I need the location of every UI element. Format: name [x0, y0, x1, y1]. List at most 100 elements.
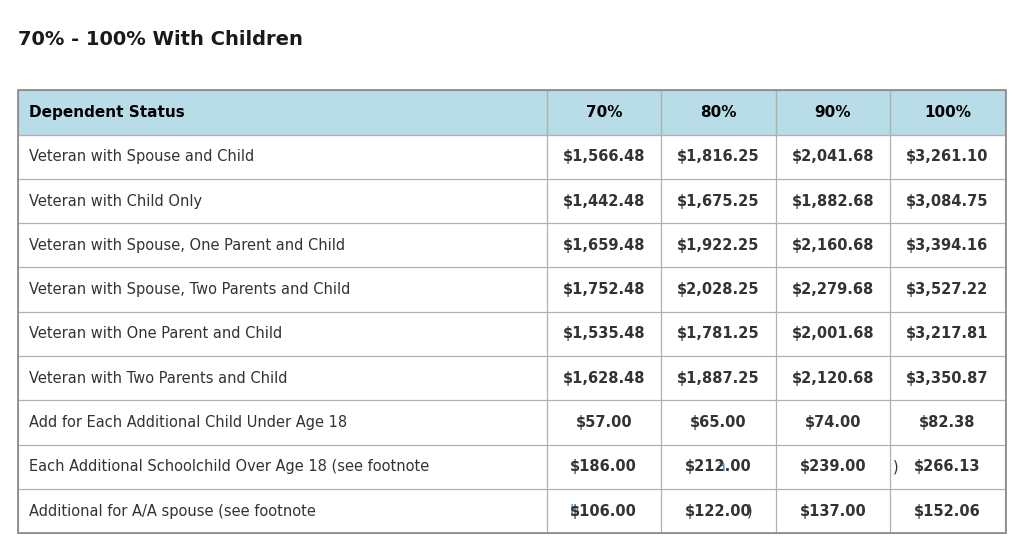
Bar: [775, 489, 890, 533]
Bar: [890, 179, 1005, 223]
Bar: [18, 135, 547, 179]
Text: 100%: 100%: [924, 105, 971, 120]
Text: Each Additional Schoolchild Over Age 18 (see footnote: Each Additional Schoolchild Over Age 18 …: [29, 459, 433, 474]
Text: $266.13: $266.13: [914, 459, 981, 474]
Bar: [775, 90, 890, 135]
Bar: [890, 90, 1005, 135]
Bar: [775, 135, 890, 179]
Text: Add for Each Additional Child Under Age 18: Add for Each Additional Child Under Age …: [29, 415, 347, 430]
Bar: [662, 356, 775, 400]
Text: $1,887.25: $1,887.25: [677, 371, 760, 386]
Bar: [18, 223, 547, 267]
Bar: [18, 400, 547, 445]
Text: $1,752.48: $1,752.48: [562, 282, 645, 297]
Text: ): ): [893, 459, 899, 474]
Bar: [662, 489, 775, 533]
Bar: [775, 489, 890, 533]
Bar: [662, 400, 775, 445]
Text: $137.00: $137.00: [800, 504, 866, 519]
Bar: [775, 356, 890, 400]
Bar: [775, 223, 890, 267]
Text: 80%: 80%: [700, 105, 736, 120]
Bar: [18, 135, 547, 179]
Text: Veteran with One Parent and Child: Veteran with One Parent and Child: [29, 327, 282, 341]
Text: $1,882.68: $1,882.68: [792, 194, 874, 208]
Bar: [890, 90, 1005, 135]
Bar: [775, 312, 890, 356]
Text: $152.06: $152.06: [914, 504, 981, 519]
Text: $1,659.48: $1,659.48: [562, 238, 645, 253]
Bar: [547, 445, 662, 489]
Bar: [890, 356, 1005, 400]
Text: $1,922.25: $1,922.25: [677, 238, 760, 253]
Bar: [890, 267, 1005, 312]
Bar: [775, 179, 890, 223]
Bar: [890, 445, 1005, 489]
Bar: [890, 223, 1005, 267]
Bar: [18, 179, 547, 223]
Bar: [662, 445, 775, 489]
Bar: [662, 312, 775, 356]
Bar: [775, 400, 890, 445]
Bar: [662, 267, 775, 312]
Text: $106.00: $106.00: [570, 504, 637, 519]
Text: Veteran with Spouse and Child: Veteran with Spouse and Child: [29, 149, 254, 164]
Bar: [890, 489, 1005, 533]
Bar: [18, 90, 547, 135]
Bar: [18, 312, 547, 356]
Bar: [18, 267, 547, 312]
Bar: [547, 489, 662, 533]
Text: Dependent Status: Dependent Status: [29, 105, 184, 120]
Bar: [547, 400, 662, 445]
Bar: [662, 135, 775, 179]
Bar: [662, 489, 775, 533]
Text: Veteran with Spouse, One Parent and Child: Veteran with Spouse, One Parent and Chil…: [29, 238, 345, 253]
Bar: [662, 90, 775, 135]
Bar: [890, 312, 1005, 356]
Text: $2,041.68: $2,041.68: [792, 149, 874, 164]
Bar: [890, 400, 1005, 445]
Text: $186.00: $186.00: [570, 459, 637, 474]
Text: ): ): [748, 504, 753, 519]
Bar: [547, 135, 662, 179]
Text: Veteran with Child Only: Veteran with Child Only: [29, 194, 202, 208]
Bar: [547, 267, 662, 312]
Bar: [547, 179, 662, 223]
Text: $1,781.25: $1,781.25: [677, 327, 760, 341]
Bar: [775, 267, 890, 312]
Text: $212.00: $212.00: [685, 459, 752, 474]
Text: $2,160.68: $2,160.68: [792, 238, 874, 253]
Bar: [547, 312, 662, 356]
Text: $1,628.48: $1,628.48: [562, 371, 645, 386]
Bar: [775, 312, 890, 356]
Bar: [547, 445, 662, 489]
Text: $1,566.48: $1,566.48: [562, 149, 645, 164]
Bar: [547, 179, 662, 223]
Text: $122.00: $122.00: [685, 504, 752, 519]
Text: 70%: 70%: [586, 105, 622, 120]
Bar: [18, 489, 547, 533]
Bar: [775, 445, 890, 489]
Bar: [775, 90, 890, 135]
Bar: [18, 90, 1006, 533]
Bar: [775, 135, 890, 179]
Text: $1,675.25: $1,675.25: [677, 194, 760, 208]
Bar: [775, 356, 890, 400]
Text: $74.00: $74.00: [805, 415, 861, 430]
Bar: [18, 312, 547, 356]
Text: b: b: [570, 504, 580, 519]
Bar: [890, 356, 1005, 400]
Bar: [662, 179, 775, 223]
Bar: [662, 356, 775, 400]
Text: $1,535.48: $1,535.48: [562, 327, 645, 341]
Text: $2,120.68: $2,120.68: [792, 371, 874, 386]
Bar: [662, 223, 775, 267]
Text: $239.00: $239.00: [800, 459, 866, 474]
Bar: [775, 223, 890, 267]
Text: $3,217.81: $3,217.81: [906, 327, 988, 341]
Bar: [547, 90, 662, 135]
Bar: [662, 445, 775, 489]
Bar: [18, 223, 547, 267]
Text: $82.38: $82.38: [920, 415, 976, 430]
Text: $3,394.16: $3,394.16: [906, 238, 988, 253]
